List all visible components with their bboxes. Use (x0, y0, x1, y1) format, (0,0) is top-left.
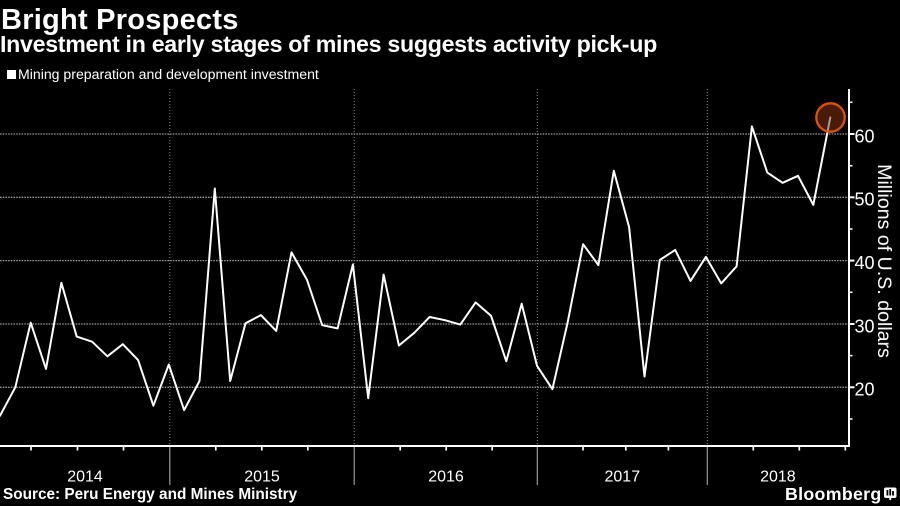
svg-text:50: 50 (855, 190, 875, 210)
svg-text:2014: 2014 (67, 469, 103, 486)
svg-text:60: 60 (855, 126, 875, 146)
svg-text:2018: 2018 (760, 469, 796, 486)
svg-text:2017: 2017 (605, 469, 641, 486)
svg-text:30: 30 (855, 316, 875, 336)
svg-text:2016: 2016 (428, 469, 464, 486)
svg-text:20: 20 (855, 380, 875, 400)
svg-text:2015: 2015 (244, 469, 280, 486)
svg-text:40: 40 (855, 253, 875, 273)
